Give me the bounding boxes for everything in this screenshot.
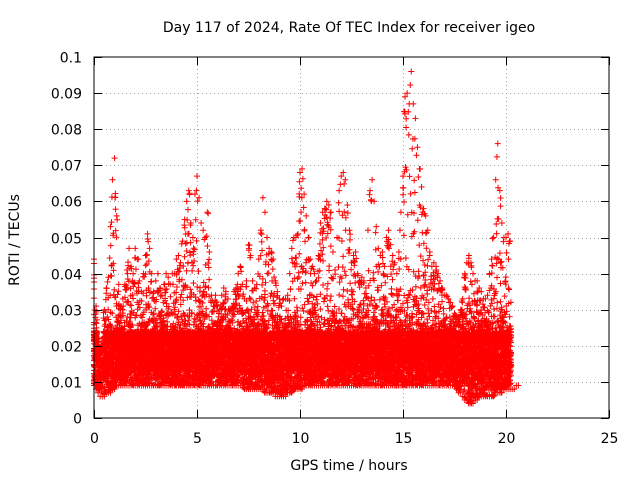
data-point [195,268,202,275]
data-point [178,276,185,283]
data-point [128,302,135,309]
data-point [124,270,131,277]
data-point [113,234,120,241]
data-point [185,230,192,237]
data-point [145,238,152,245]
data-point-max [103,285,110,292]
data-point-max [237,263,244,270]
data-point-max [185,187,192,194]
data-point [112,194,119,201]
data-point [193,187,200,194]
data-point [194,198,201,205]
data-point [185,317,192,324]
data-point [184,206,191,213]
data-point-min [95,389,102,396]
data-point-max [115,281,122,288]
data-point [106,255,113,262]
data-point [112,206,119,213]
data-point-min [107,389,114,396]
data-point-max [183,198,190,205]
data-point [107,292,114,299]
data-point [183,247,190,254]
data-point [115,288,122,295]
data-point [111,286,118,293]
data-point-max [144,230,151,237]
data-point [186,190,193,197]
data-point [204,243,211,250]
data-point [101,317,108,324]
data-point [187,239,194,246]
data-point-min [101,393,108,400]
data-point [203,305,210,312]
data-point-max [198,220,205,227]
data-points [91,68,522,407]
data-point [205,210,212,217]
data-point-max [107,223,114,230]
data-point [190,262,197,269]
data-point-max [113,212,120,219]
data-point [148,278,155,285]
data-point [104,278,111,285]
data-point [109,310,116,317]
data-point [108,219,115,226]
data-point-max [154,270,161,277]
data-point [181,253,188,260]
data-point-max [218,292,225,299]
data-point [106,322,113,329]
data-point [107,242,114,249]
data-point-max [204,209,211,216]
data-point-max [126,245,133,252]
data-point [92,314,99,321]
data-point-max [206,248,213,255]
data-point [112,227,119,234]
data-point [167,293,174,300]
data-point [110,267,117,274]
data-point [143,251,150,258]
data-point-max [191,191,198,198]
data-point [197,317,204,324]
data-point [108,273,115,280]
data-point [105,316,112,323]
data-point-max [194,173,200,180]
data-point [114,216,121,223]
data-point [205,284,212,291]
data-point-max [161,281,168,288]
data-point-min [111,386,118,393]
data-point [206,256,213,263]
data-point [189,267,196,274]
data-point-max [95,335,102,342]
data-point [194,284,201,291]
data-point [142,262,149,269]
data-point [181,224,188,231]
data-point-max [196,194,203,201]
data-point [107,272,114,279]
data-point [183,267,190,274]
data-point-max [189,234,196,241]
data-point [108,261,115,268]
data-point-max [212,292,219,299]
data-point [206,276,213,283]
data-point [173,284,180,291]
data-point-max [146,245,153,252]
data-point-max [109,176,116,183]
data-point [187,252,194,259]
data-point [144,236,151,243]
data-point [132,266,139,273]
data-point-max [132,245,139,252]
data-point [103,290,110,297]
data-point [169,281,176,288]
data-point-max [200,227,207,234]
data-point [205,264,212,271]
data-point [190,280,197,287]
data-point [93,328,100,335]
data-point [230,313,237,320]
data-point-max [152,277,159,284]
data-point [114,291,121,298]
data-point-max [111,155,118,162]
data-point [104,313,111,320]
